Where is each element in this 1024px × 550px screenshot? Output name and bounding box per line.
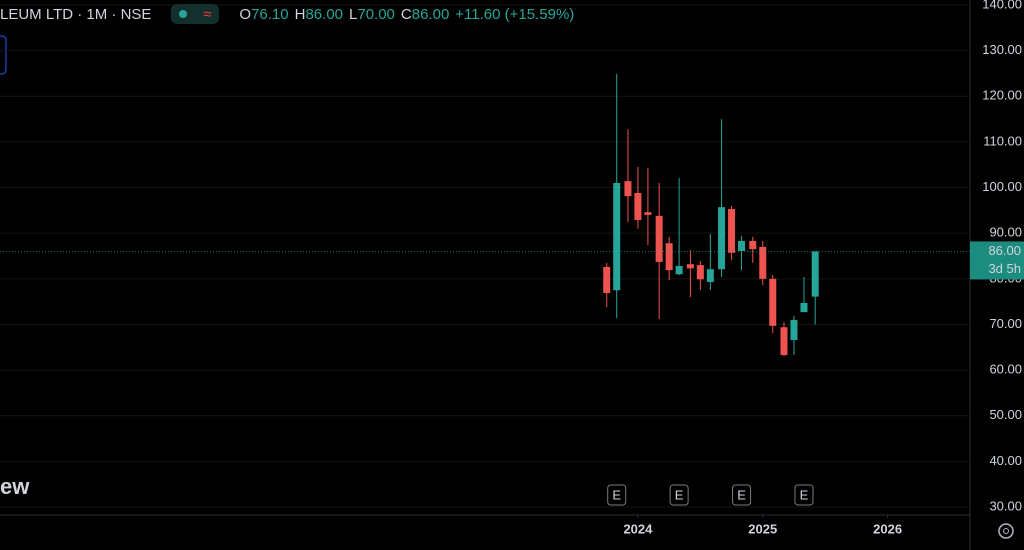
candle-body (634, 193, 642, 220)
event-marker (794, 484, 814, 506)
y-tick-label: 100.00 (982, 179, 1022, 194)
price-tag (970, 241, 1024, 280)
x-tick-label: 2024 (623, 521, 653, 536)
ohlc-key: C (400, 5, 412, 23)
y-tick-label: 40.00 (989, 453, 1022, 468)
ohlc-key: O (239, 5, 252, 23)
y-tick-label: 70.00 (989, 316, 1022, 331)
event-label: E (675, 487, 684, 502)
candle-body (738, 240, 746, 251)
y-tick-label: 50.00 (989, 407, 1022, 422)
candle-body (644, 212, 652, 215)
event-marker (607, 484, 627, 506)
candle-body (696, 265, 704, 280)
y-tick-label: 140.00 (982, 0, 1022, 11)
candle-body (728, 208, 736, 253)
status-pill[interactable]: ≈ (171, 4, 220, 24)
price-tag-value: 86.00 (988, 243, 1021, 258)
ohlc-value: 76.10 (251, 5, 289, 23)
event-marker (732, 484, 752, 506)
candle-body (706, 269, 714, 283)
candle-body (665, 243, 673, 271)
settings-icon[interactable] (998, 523, 1014, 539)
candle-body (811, 251, 819, 297)
event-label: E (737, 487, 746, 502)
x-tick-label: 2026 (873, 521, 902, 536)
candle-body (675, 266, 683, 275)
ohlc-value: 86.00 (411, 5, 450, 23)
price-tag-countdown: 3d 5h (988, 261, 1021, 276)
y-tick-label: 60.00 (989, 362, 1022, 377)
change: +11.60 (+15.59%) (455, 5, 575, 23)
candle-body (686, 264, 694, 269)
candle-body (769, 278, 777, 326)
candle-body (790, 319, 798, 340)
candle-body (655, 215, 663, 262)
symbol: LEUM LTD · 1M · NSE (0, 5, 152, 23)
legend-header: LEUM LTD · 1M · NSE ≈ O 76.10 H 86.00 L 70.… (0, 4, 574, 24)
event-label: E (612, 487, 621, 502)
watermark: ew (0, 474, 30, 499)
candle-body (759, 246, 767, 279)
y-tick-label: 30.00 (989, 498, 1022, 513)
side-button[interactable] (0, 35, 7, 75)
event-label: E (800, 487, 809, 502)
candle-body (800, 303, 808, 313)
y-tick-label: 120.00 (982, 88, 1022, 103)
candle-body (603, 266, 611, 293)
ohlc-key: H (294, 5, 306, 23)
y-tick-label: 110.00 (983, 133, 1022, 148)
ohlc-key: L (349, 5, 358, 23)
y-tick-label: 90.00 (989, 225, 1022, 240)
candle-body (613, 182, 621, 291)
x-tick-label: 2025 (748, 521, 777, 536)
candle-body (780, 327, 788, 356)
y-tick-label: 130.00 (982, 42, 1022, 57)
candle-body (624, 181, 632, 197)
event-marker (669, 484, 689, 506)
ohlc-value: 86.00 (305, 5, 344, 23)
candle-body (718, 207, 726, 270)
candle-body (749, 240, 757, 250)
ohlc-value: 70.00 (357, 5, 395, 23)
